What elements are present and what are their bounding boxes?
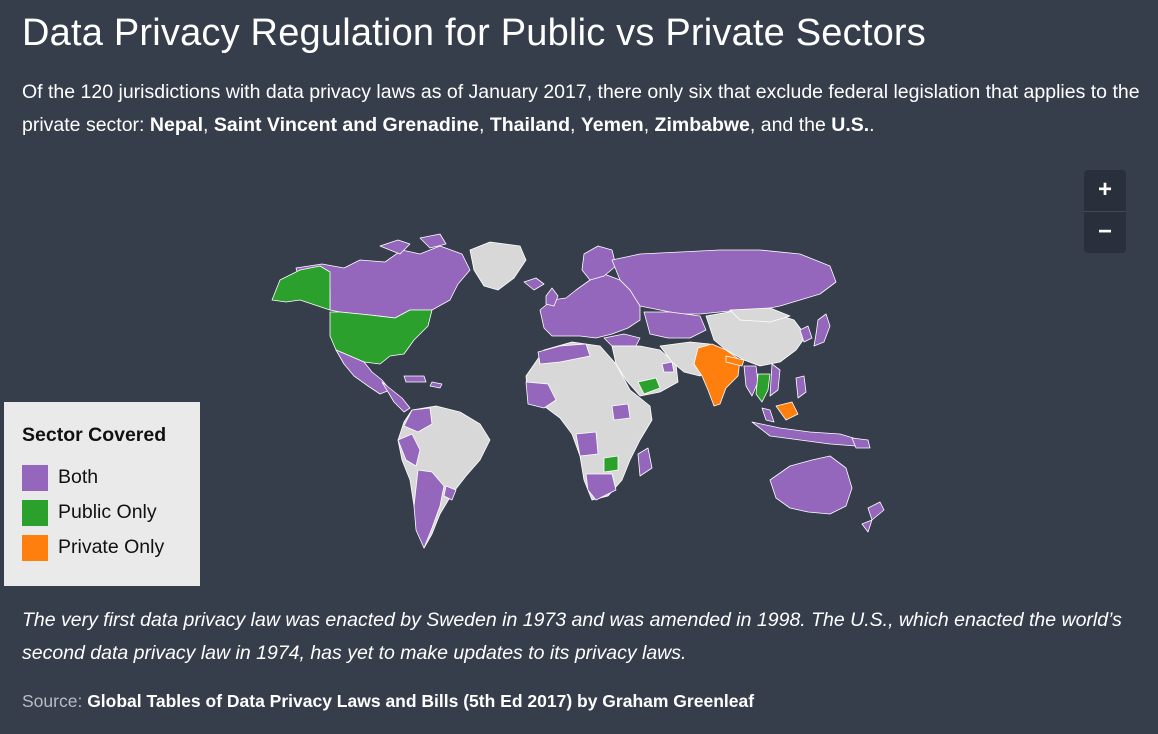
region-mongolia[interactable] [729,307,791,323]
legend-swatch-both [22,464,48,491]
region-nepal[interactable] [725,355,745,367]
region-korea[interactable] [799,325,813,343]
region-indonesia-part[interactable] [775,401,799,421]
footnote: The very first data privacy law was enac… [22,609,1122,664]
region-australia[interactable] [769,455,853,515]
legend-swatch-private-only [22,534,48,561]
region-myanmar[interactable] [743,365,759,397]
country-us: U.S. [831,114,870,136]
region-middle-east[interactable] [611,345,679,397]
region-scandinavia[interactable] [581,245,617,281]
zoom-controls: + − [1084,170,1126,253]
region-iceland[interactable] [523,277,545,291]
region-alaska[interactable] [271,265,331,311]
region-russia[interactable] [611,249,837,315]
region-central-america[interactable] [381,381,411,413]
region-oman-uae[interactable] [661,361,675,373]
region-new-zealand[interactable] [861,501,885,533]
region-zimbabwe[interactable] [603,455,619,473]
separator: , [569,114,581,136]
region-angola[interactable] [575,431,599,457]
country-saint-vincent: Saint Vincent and Grenadine [213,114,479,136]
region-east-africa[interactable] [611,403,631,421]
region-png[interactable] [851,437,871,449]
region-vietnam[interactable] [769,363,781,397]
legend-item-private-only: Private Only [22,530,200,565]
region-greenland[interactable] [469,241,527,291]
country-yemen: Yemen [580,114,644,136]
separator: . [869,114,875,136]
region-philippines[interactable] [795,375,807,399]
region-japan[interactable] [813,313,831,347]
region-peru[interactable] [397,433,421,467]
source-label: Source: [22,691,88,711]
region-argentina-chile[interactable] [413,469,445,549]
region-thailand[interactable] [755,373,771,403]
legend-title: Sector Covered [22,424,167,446]
country-thailand: Thailand [489,114,570,136]
region-colombia[interactable] [403,407,433,433]
legend-label-public-only: Public Only [58,501,157,523]
subtitle: Of the 120 jurisdictions with data priva… [22,76,1142,142]
world-map-svg[interactable] [0,150,1158,590]
region-malaysia[interactable] [761,407,775,423]
zoom-in-button[interactable]: + [1084,170,1126,212]
page-title: Data Privacy Regulation for Public vs Pr… [22,12,926,54]
source-text[interactable]: Global Tables of Data Privacy Laws and B… [87,691,755,711]
country-nepal: Nepal [149,114,203,136]
world-map[interactable] [0,150,1158,590]
legend-item-both: Both [22,460,200,495]
region-south-africa[interactable] [585,473,617,501]
separator: , [478,114,490,136]
region-kazakhstan[interactable] [643,311,707,339]
legend-item-public-only: Public Only [22,495,200,530]
subtitle-intro: Of the 120 jurisdictions with data priva… [22,81,1140,136]
region-uk[interactable] [545,287,559,307]
region-indonesia[interactable] [751,421,861,447]
region-morocco-tunisia[interactable] [537,343,591,365]
zoom-out-button[interactable]: − [1084,212,1126,253]
region-yemen[interactable] [637,377,661,395]
legend: Sector Covered Both Public Only Private … [4,402,200,586]
legend-swatch-public-only [22,499,48,526]
separator: , [643,114,655,136]
legend-label-both: Both [58,466,99,488]
region-west-africa[interactable] [525,381,557,409]
region-turkey[interactable] [603,333,641,347]
separator: , [203,114,214,136]
country-zimbabwe: Zimbabwe [654,114,750,136]
source-line: Source: Global Tables of Data Privacy La… [22,691,754,712]
region-uruguay[interactable] [443,485,457,501]
region-caribbean[interactable] [403,375,443,389]
region-canada-arctic[interactable] [379,233,447,255]
legend-label-private-only: Private Only [58,536,165,558]
region-europe[interactable] [539,273,641,339]
separator: , and the [749,114,832,136]
region-madagascar[interactable] [637,447,653,477]
